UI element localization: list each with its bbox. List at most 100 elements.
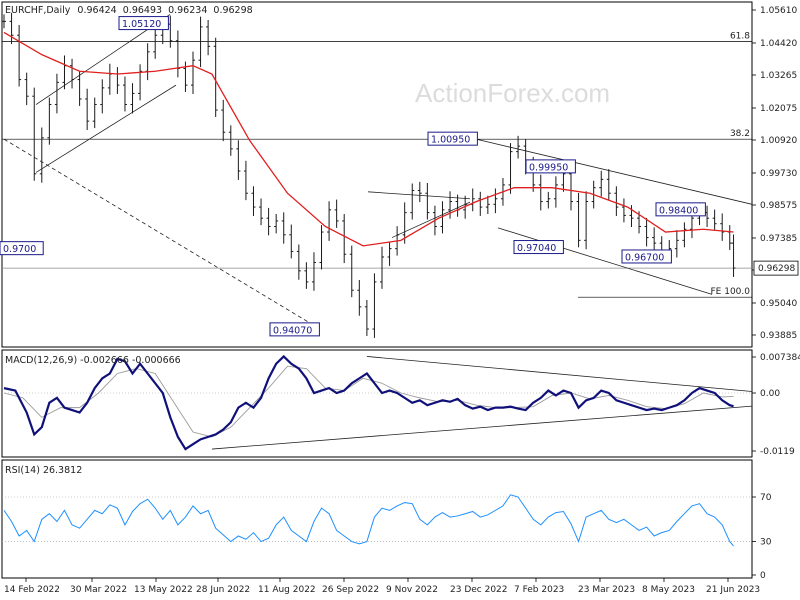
date-axis-label: 8 May 2023 (642, 585, 695, 595)
price-bar (9, 12, 14, 45)
price-axis-label: 1.02075 (760, 104, 797, 114)
price-bar (122, 76, 127, 112)
price-bar (584, 191, 589, 250)
price-bar (606, 169, 611, 201)
price-bar (198, 16, 203, 68)
rsi-layer (2, 494, 752, 547)
price-bar (682, 222, 687, 248)
price-annotation-box: 1.05120 (118, 16, 169, 31)
price-bar (92, 97, 97, 129)
date-axis-label: 13 May 2022 (134, 585, 193, 595)
price-axis-label: 0.93885 (760, 331, 797, 341)
price-bar (54, 73, 59, 114)
annotation-frame (525, 159, 576, 174)
macd-axis-label: 0.007384 (760, 353, 800, 363)
price-bar (485, 195, 490, 215)
price-bar (342, 214, 347, 264)
price-bar (228, 125, 233, 156)
annotation-layer: 61.8 38.2 FE 100.0 1.05120 0.9700 1.00950 0.99… (0, 16, 750, 337)
rsi-panel (1, 459, 753, 579)
date-axis-label: 28 Jun 2022 (196, 585, 250, 595)
fib-61-8-label: 61.8 (730, 32, 750, 42)
trend-line-2 (35, 84, 177, 173)
price-bar (47, 97, 52, 145)
macd-layer (2, 354, 753, 451)
price-bar (614, 186, 619, 216)
annotation-frame (621, 249, 672, 264)
open-value: 0.96424 (77, 5, 116, 16)
price-bar (652, 227, 657, 251)
price-bar (2, 14, 6, 29)
price-bar (24, 72, 29, 106)
watermark-text: ActionForex.com (415, 78, 610, 108)
price-bar (712, 209, 717, 231)
price-bar (349, 245, 354, 298)
price-annotation-box: 0.97040 (513, 240, 564, 255)
rsi-axis-label: 30 (760, 538, 772, 548)
price-bar (213, 37, 218, 117)
price-bar (448, 191, 453, 219)
price-bar (274, 214, 279, 234)
price-bar (372, 273, 377, 338)
price-bar (731, 234, 736, 277)
price-bar (425, 182, 430, 220)
date-axis-label: 23 Mar 2023 (578, 585, 635, 595)
price-bar (304, 262, 309, 289)
price-bar (327, 201, 332, 241)
price-bar (289, 224, 294, 259)
price-bar (402, 202, 407, 244)
price-bar (319, 225, 324, 270)
rsi-line (3, 494, 734, 547)
price-annotation-box: 0.98400 (655, 202, 706, 217)
annotation-label: 1.05120 (122, 19, 161, 30)
date-axis-label: 26 Sep 2022 (322, 585, 379, 595)
rsi-axis-label: 70 (760, 493, 772, 503)
macd-upper-trendline (366, 356, 753, 392)
price-bar (236, 140, 241, 180)
price-bar (380, 246, 384, 289)
last-price-label: 0.96298 (758, 264, 795, 274)
price-bar (440, 201, 445, 234)
annotation-label: 0.94070 (273, 325, 312, 336)
price-bar (357, 279, 362, 316)
trend-line-5 (475, 138, 753, 205)
price-bar (387, 241, 392, 266)
date-axis-label: 11 Aug 2022 (258, 585, 316, 595)
price-bar (259, 198, 264, 226)
close-value: 0.96298 (213, 5, 252, 16)
price-bar (221, 99, 226, 142)
date-axis-label: 30 Mar 2022 (70, 585, 127, 595)
price-bar (153, 24, 158, 59)
price-bar (599, 170, 604, 197)
annotation-frame (427, 131, 478, 146)
price-bar (674, 230, 679, 258)
macd-panel-title: MACD(12,26,9) -0.002666 -0.000666 (5, 355, 181, 366)
price-bar (621, 198, 626, 223)
macd-lower-trendline (211, 405, 753, 450)
price-axis-label: 0.95040 (760, 299, 797, 309)
price-axis-label: 1.04420 (760, 39, 797, 49)
price-bar (410, 183, 415, 220)
price-bar (720, 213, 725, 241)
axis-layer: 1.05610 1.04420 1.03265 1.02075 1.00920 0.997… (4, 6, 800, 595)
price-bar (553, 176, 558, 208)
annotation-label: 0.98400 (659, 205, 698, 216)
fib-38-2-label: 38.2 (730, 129, 750, 139)
price-axis-label: 1.05610 (760, 6, 797, 16)
price-bar (364, 299, 369, 336)
price-bar (508, 143, 513, 194)
price-axis-label: 0.98575 (760, 201, 797, 211)
price-axis-label: 0.97385 (760, 234, 797, 244)
price-axis-label: 1.03265 (760, 71, 797, 81)
annotation-frame (269, 322, 320, 337)
price-bar (493, 188, 498, 214)
price-bar (629, 205, 634, 228)
price-bar (70, 58, 75, 89)
annotation-label: 0.97040 (517, 243, 556, 254)
rsi-axis-label: 0 (760, 571, 766, 581)
price-panel-title: EURCHF,Daily 0.96424 0.96493 0.96234 0.9… (5, 5, 253, 16)
price-annotation-box: 0.9700 (0, 241, 44, 256)
annotation-frame (118, 16, 169, 31)
price-bar (576, 192, 581, 248)
